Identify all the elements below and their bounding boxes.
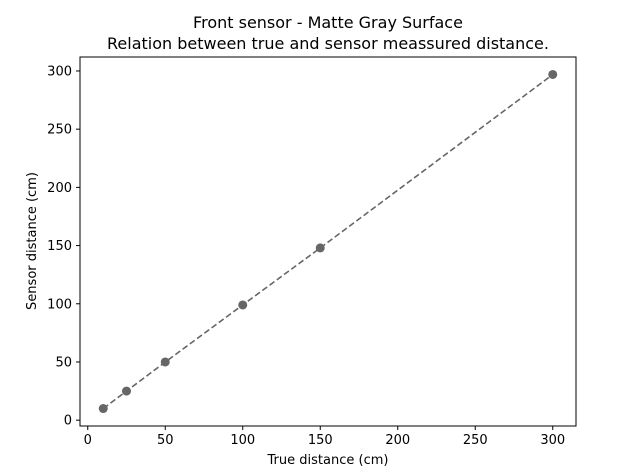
plot-area bbox=[98, 69, 558, 414]
y-tick-label: 150 bbox=[47, 239, 72, 254]
y-tick-label: 300 bbox=[47, 64, 72, 79]
x-tick-label: 150 bbox=[308, 433, 333, 448]
y-axis: 0 50 100 150 200 250 300 bbox=[47, 64, 80, 429]
x-axis-label: True distance (cm) bbox=[267, 453, 389, 468]
series-line bbox=[102, 73, 554, 410]
y-tick-label: 50 bbox=[55, 355, 72, 370]
chart-title: Front sensor - Matte Gray Surface bbox=[193, 13, 463, 32]
y-tick-label: 100 bbox=[47, 297, 72, 312]
x-tick-label: 50 bbox=[157, 433, 174, 448]
data-point bbox=[98, 404, 108, 414]
data-point bbox=[548, 69, 558, 79]
plot-frame bbox=[79, 56, 577, 427]
data-point bbox=[238, 300, 248, 310]
y-tick-label: 0 bbox=[64, 414, 72, 429]
chart-subtitle: Relation between true and sensor meassur… bbox=[107, 34, 549, 53]
x-tick-label: 250 bbox=[463, 433, 488, 448]
x-tick-label: 200 bbox=[385, 433, 410, 448]
y-tick-label: 200 bbox=[47, 181, 72, 196]
x-axis: 0 50 100 150 200 250 300 bbox=[84, 426, 565, 448]
x-tick-label: 300 bbox=[540, 433, 565, 448]
data-point bbox=[122, 386, 131, 396]
x-tick-label: 0 bbox=[84, 433, 92, 448]
y-tick-label: 250 bbox=[47, 123, 72, 138]
y-axis-label: Sensor distance (cm) bbox=[25, 172, 40, 310]
x-tick-label: 100 bbox=[230, 433, 255, 448]
data-point bbox=[315, 243, 325, 253]
data-point bbox=[160, 357, 170, 367]
